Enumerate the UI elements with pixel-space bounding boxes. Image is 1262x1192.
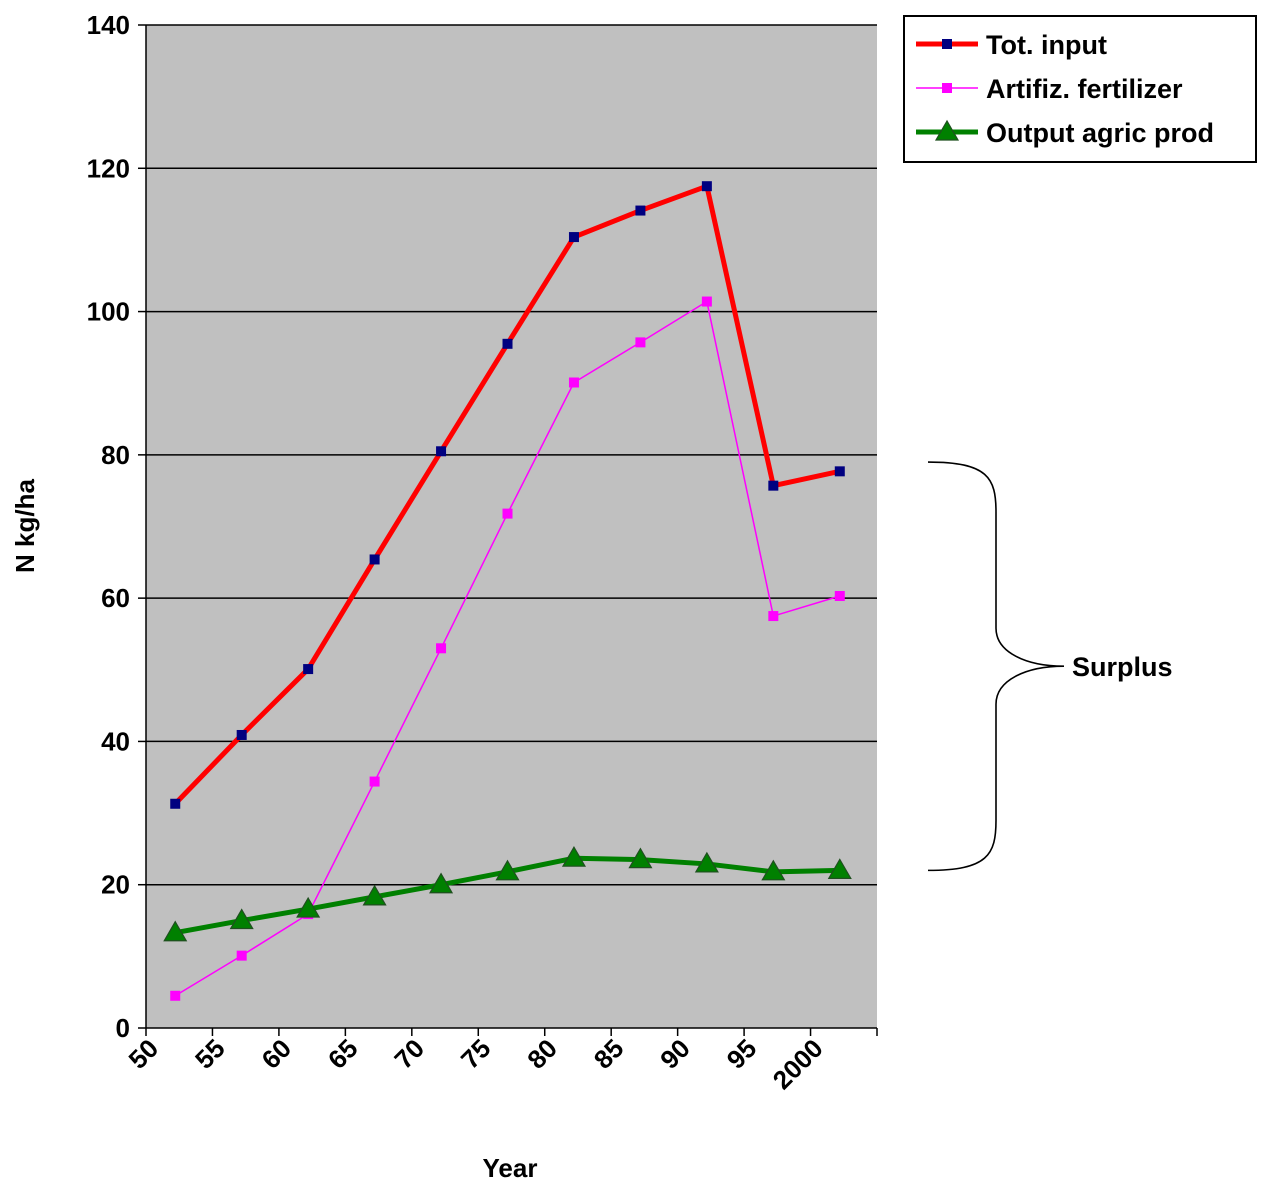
x-axis-ticks: 50 55 60 65 70 75 80 85 90 95 2000 bbox=[123, 1028, 878, 1095]
legend-label: Output agric prod bbox=[986, 118, 1214, 148]
data-point bbox=[768, 611, 779, 622]
data-point bbox=[694, 851, 719, 873]
series-layer bbox=[163, 181, 852, 1001]
data-point bbox=[628, 847, 653, 869]
x-tick-label: 80 bbox=[521, 1033, 563, 1075]
series-2 bbox=[163, 846, 852, 942]
x-tick-label: 2000 bbox=[767, 1033, 829, 1095]
y-tick-label: 60 bbox=[101, 583, 130, 613]
x-tick-label: 60 bbox=[255, 1033, 297, 1075]
y-tick-label: 0 bbox=[116, 1013, 130, 1043]
x-tick-label: 55 bbox=[189, 1033, 231, 1075]
y-tick-label: 120 bbox=[87, 153, 130, 183]
series-1 bbox=[170, 296, 845, 1001]
surplus-label: Surplus bbox=[1072, 652, 1173, 682]
data-point bbox=[834, 590, 845, 601]
data-point bbox=[436, 446, 447, 457]
legend-box bbox=[903, 15, 1257, 163]
x-axis-title: Year bbox=[483, 1153, 538, 1183]
x-tick-label: 70 bbox=[388, 1033, 430, 1075]
y-tick-label: 40 bbox=[101, 726, 130, 756]
gridlines bbox=[146, 24, 877, 886]
legend-entry: Artifiz. fertilizer bbox=[916, 74, 1183, 104]
data-point bbox=[827, 858, 852, 879]
x-tick-label: 85 bbox=[588, 1033, 630, 1075]
data-point bbox=[561, 846, 587, 867]
y-tick-label: 80 bbox=[101, 440, 130, 470]
y-axis-title: N kg/ha bbox=[10, 479, 40, 573]
data-point bbox=[495, 859, 520, 881]
legend-marker bbox=[934, 119, 960, 141]
surplus-brace bbox=[927, 461, 1065, 872]
x-tick-label: 95 bbox=[721, 1033, 763, 1075]
data-point bbox=[436, 643, 447, 654]
data-point bbox=[568, 377, 579, 388]
data-point bbox=[502, 338, 513, 349]
y-tick-label: 20 bbox=[101, 870, 130, 900]
series-0 bbox=[170, 181, 845, 809]
data-point bbox=[761, 859, 786, 881]
data-point bbox=[834, 466, 845, 477]
data-point bbox=[768, 480, 779, 491]
data-point bbox=[369, 776, 380, 787]
y-axis-ticks: 0 20 40 60 80 100 120 140 bbox=[87, 10, 146, 1043]
x-tick-label: 90 bbox=[654, 1033, 696, 1075]
data-point bbox=[568, 232, 579, 243]
data-point bbox=[170, 798, 181, 809]
data-point bbox=[303, 664, 314, 675]
data-point bbox=[163, 920, 188, 942]
surplus-annotation: Surplus bbox=[927, 461, 1173, 872]
data-point bbox=[170, 990, 181, 1001]
legend-marker bbox=[942, 83, 952, 93]
data-point bbox=[635, 337, 646, 348]
data-point bbox=[502, 508, 513, 519]
data-point bbox=[296, 896, 321, 918]
data-point bbox=[362, 884, 387, 906]
data-point bbox=[236, 729, 247, 740]
legend-entry: Output agric prod bbox=[916, 118, 1214, 148]
y-tick-label: 140 bbox=[87, 10, 130, 40]
y-tick-label: 100 bbox=[87, 297, 130, 327]
legend-marker bbox=[942, 39, 952, 49]
legend-label: Artifiz. fertilizer bbox=[986, 74, 1183, 104]
legend-label: Tot. input bbox=[986, 30, 1107, 60]
legend-entry: Tot. input bbox=[916, 30, 1107, 60]
x-tick-label: 65 bbox=[322, 1033, 364, 1075]
data-point bbox=[369, 554, 380, 565]
data-point bbox=[701, 181, 712, 192]
legend: Tot. input Artifiz. fertilizer Output agri… bbox=[903, 15, 1257, 163]
data-point bbox=[635, 205, 646, 216]
data-point bbox=[229, 908, 254, 930]
data-point bbox=[236, 950, 247, 961]
axes bbox=[145, 25, 877, 1029]
data-point bbox=[701, 296, 712, 307]
data-point bbox=[429, 872, 454, 894]
x-tick-label: 75 bbox=[455, 1033, 497, 1075]
